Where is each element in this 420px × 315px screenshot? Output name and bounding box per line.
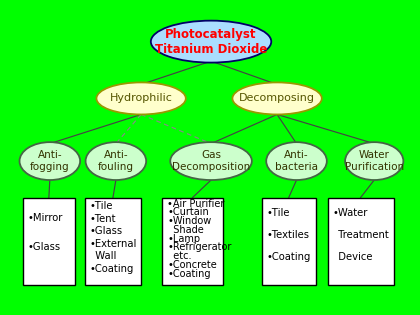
Text: •Air Purifier: •Air Purifier: [167, 199, 225, 209]
Text: •External: •External: [89, 239, 137, 249]
Text: Anti-
fouling: Anti- fouling: [98, 150, 134, 172]
Text: •Coating: •Coating: [167, 269, 211, 278]
Text: •Coating: •Coating: [89, 264, 134, 274]
Text: •Curtain: •Curtain: [167, 207, 209, 217]
Ellipse shape: [266, 142, 327, 180]
Text: Photocatalyst
Titanium Dioxide: Photocatalyst Titanium Dioxide: [155, 28, 267, 56]
Ellipse shape: [86, 142, 146, 180]
Ellipse shape: [97, 83, 186, 114]
Text: Anti-
fogging: Anti- fogging: [30, 150, 70, 172]
Text: •Tile: •Tile: [266, 208, 290, 218]
Text: Wall: Wall: [89, 251, 117, 261]
Ellipse shape: [19, 142, 80, 180]
Text: •Window: •Window: [167, 216, 211, 226]
FancyBboxPatch shape: [328, 198, 394, 285]
Text: Shade: Shade: [167, 225, 204, 235]
Ellipse shape: [170, 142, 252, 180]
Text: Decomposing: Decomposing: [239, 94, 315, 103]
Ellipse shape: [151, 21, 271, 63]
Text: •Tile: •Tile: [89, 201, 113, 211]
Ellipse shape: [232, 83, 322, 114]
Text: •Tent: •Tent: [89, 214, 116, 224]
Text: •Coating: •Coating: [266, 251, 311, 261]
Text: •Refrigerator: •Refrigerator: [167, 242, 231, 252]
Text: Device: Device: [332, 251, 373, 261]
Text: etc.: etc.: [167, 251, 192, 261]
Text: •Glass: •Glass: [89, 226, 123, 236]
Text: Gas
Decomposition: Gas Decomposition: [172, 150, 250, 172]
Text: •Mirror: •Mirror: [27, 213, 63, 223]
Text: •Water: •Water: [332, 208, 368, 218]
Text: Hydrophilic: Hydrophilic: [110, 94, 173, 103]
Ellipse shape: [345, 142, 403, 180]
FancyBboxPatch shape: [163, 198, 223, 285]
FancyBboxPatch shape: [85, 198, 141, 285]
FancyBboxPatch shape: [23, 198, 75, 285]
Text: Anti-
bacteria: Anti- bacteria: [275, 150, 318, 172]
Text: •Glass: •Glass: [27, 242, 60, 252]
Text: •Concrete: •Concrete: [167, 260, 217, 270]
Text: Water
Purification: Water Purification: [345, 150, 404, 172]
Text: Treatment: Treatment: [332, 230, 389, 240]
Text: •Textiles: •Textiles: [266, 230, 309, 240]
FancyBboxPatch shape: [262, 198, 316, 285]
Text: •Lamp: •Lamp: [167, 234, 200, 243]
